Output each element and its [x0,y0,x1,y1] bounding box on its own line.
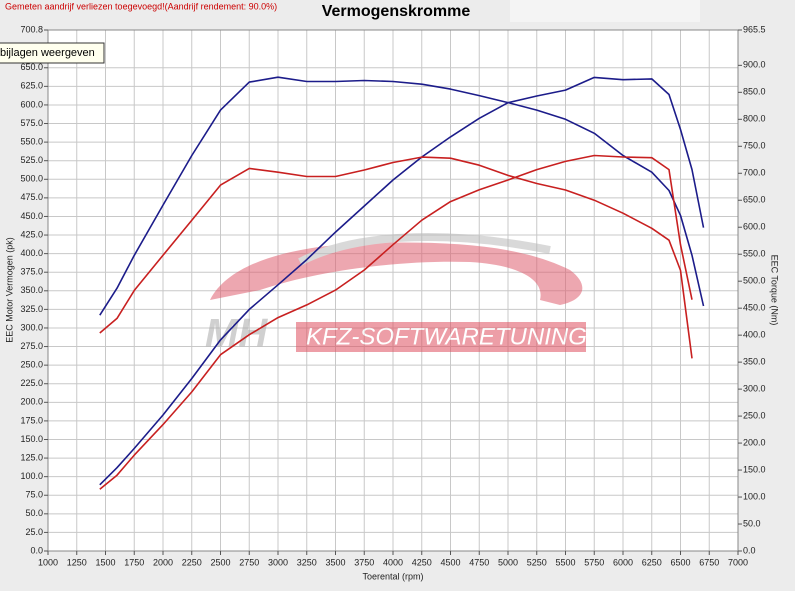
watermark: MH KFZ-SOFTWARETUNING [205,233,587,356]
y-tick-label: 300.0 [20,322,43,332]
x-tick-label: 1250 [67,557,87,567]
x-tick-label: 3750 [354,557,374,567]
y-tick-label: 450.0 [20,211,43,221]
y-tick-label: 175.0 [20,415,43,425]
y-tick-label: 125.0 [20,452,43,462]
y2-tick-label: 850.0 [743,87,766,97]
x-tick-label: 6750 [699,557,719,567]
y2-tick-label: 550.0 [743,249,766,259]
x-tick-label: 1500 [95,557,115,567]
y-tick-label: 625.0 [20,81,43,91]
y-tick-label: 325.0 [20,304,43,314]
y2-tick-label: 650.0 [743,195,766,205]
y-tick-label: 700.8 [20,24,43,34]
y2-tick-label: 50.0 [743,518,761,528]
notice: Gemeten aandrijf verliezen toegevoegd!(A… [5,1,277,11]
x-tick-label: 5000 [498,557,518,567]
series-line [99,76,705,316]
x-tick-label: 4750 [469,557,489,567]
y2-tick-label: 750.0 [743,141,766,151]
series-line [99,156,693,359]
y2-tick-label: 800.0 [743,114,766,124]
x-tick-label: 5750 [584,557,604,567]
watermark-roof [298,233,551,266]
x-tick-label: 3500 [325,557,345,567]
x-tick-label: 6500 [670,557,690,567]
lines [99,76,705,490]
watermark-banner [296,322,586,352]
x-tick-label: 6250 [642,557,662,567]
y-tick-label: 75.0 [25,490,43,500]
series-line [99,154,693,490]
x-tick-label: 2500 [210,557,230,567]
x-tick-label: 5250 [527,557,547,567]
y2-tick-label: 700.0 [743,168,766,178]
x-tick-label: 3250 [297,557,317,567]
y-tick-label: 425.0 [20,229,43,239]
x-tick-label: 4500 [440,557,460,567]
y2-tick-label: 900.0 [743,60,766,70]
y-tick-label: 550.0 [20,136,43,146]
y-tick-label: 25.0 [25,527,43,537]
x-tick-label: 7000 [728,557,748,567]
watermark-logo: MH [205,312,268,356]
y-tick-label: 375.0 [20,267,43,277]
header-panel [510,0,700,22]
x-tick-label: 5500 [555,557,575,567]
y-axis-label: EEC Motor Vermogen (pk) [4,237,14,343]
y-tick-label: 275.0 [20,341,43,351]
y2-tick-label: 0.0 [743,545,756,555]
x-tick-label: 3000 [268,557,288,567]
x-tick-label: 2750 [239,557,259,567]
y2-tick-label: 450.0 [743,303,766,313]
x-tick-label: 4250 [412,557,432,567]
x-tick-label: 1000 [38,557,58,567]
tooltip-text: bijlagen weergeven [0,47,95,59]
x-axis-label: Toerental (rpm) [362,571,423,581]
y-tick-label: 0.0 [30,545,43,555]
y-tick-label: 200.0 [20,397,43,407]
y2-tick-label: 200.0 [743,437,766,447]
y2-tick-label: 250.0 [743,410,766,420]
y2-tick-label: 965.5 [743,24,766,34]
x-tick-label: 1750 [124,557,144,567]
y-tick-label: 575.0 [20,118,43,128]
x-tick-label: 2000 [153,557,173,567]
y-tick-label: 525.0 [20,155,43,165]
y-tick-label: 250.0 [20,360,43,370]
tooltip [0,42,105,64]
y-tick-label: 350.0 [20,285,43,295]
y2-tick-label: 500.0 [743,276,766,286]
y-tick-label: 475.0 [20,192,43,202]
y-tick-label: 500.0 [20,174,43,184]
x-tick-label: 4000 [383,557,403,567]
y2-tick-label: 400.0 [743,330,766,340]
watermark-text: KFZ-SOFTWARETUNING [306,323,587,350]
y-tick-label: 400.0 [20,248,43,258]
y2-tick-label: 150.0 [743,464,766,474]
y-tick-label: 650.0 [20,62,43,72]
x-tick-label: 2250 [182,557,202,567]
x-tick-label: 6000 [613,557,633,567]
y2-axis-label: EEC Torque (Nm) [770,255,780,326]
y2-tick-label: 350.0 [743,357,766,367]
y2-tick-label: 300.0 [743,383,766,393]
y-tick-label: 600.0 [20,99,43,109]
y-tick-label: 150.0 [20,434,43,444]
y-tick-label: 100.0 [20,471,43,481]
y2-tick-label: 600.0 [743,222,766,232]
y-tick-label: 50.0 [25,508,43,518]
y-tick-label: 225.0 [20,378,43,388]
chart-title: Vermogenskromme [322,3,471,20]
y2-tick-label: 100.0 [743,491,766,501]
